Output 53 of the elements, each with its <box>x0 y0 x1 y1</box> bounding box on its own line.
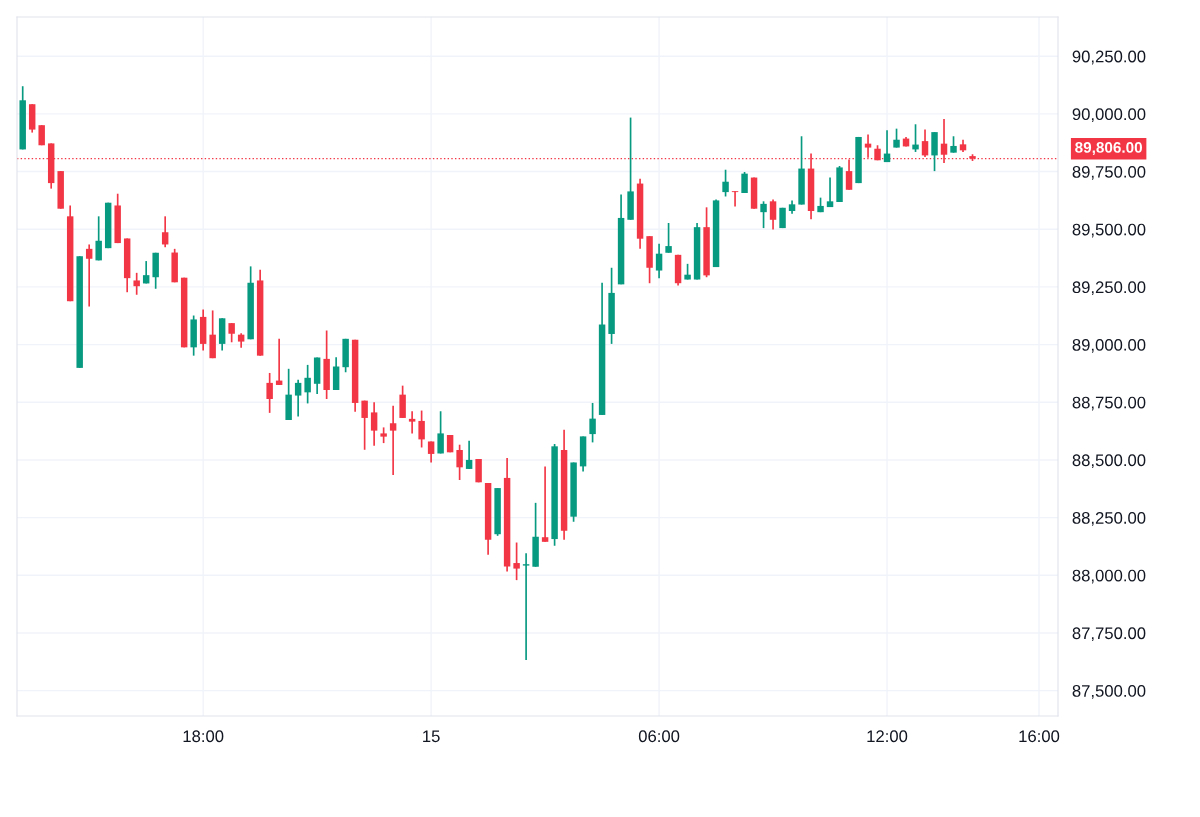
ref-line-label: 89,806.00 <box>1075 142 1143 156</box>
y-tick-label: 90,250.00 <box>1072 50 1146 65</box>
candlestick <box>266 372 273 414</box>
candlestick <box>228 322 235 344</box>
y-tick-label: 88,250.00 <box>1072 512 1146 526</box>
y-tick-label: 88,750.00 <box>1072 396 1146 411</box>
y-tick-label: 89,000.00 <box>1072 338 1146 353</box>
candlestick <box>541 465 549 543</box>
candlestick <box>389 404 397 476</box>
x-tick-label: 12:00 <box>867 730 908 743</box>
y-tick-label: 88,000.00 <box>1072 569 1146 584</box>
candlestick <box>85 243 93 308</box>
candlestick <box>370 401 378 447</box>
x-tick-label: 15 <box>423 730 440 743</box>
y-tick-label: 87,500.00 <box>1072 685 1146 699</box>
candlestick <box>427 440 435 464</box>
candlestick <box>931 131 938 172</box>
candlestick <box>361 399 368 451</box>
candlestick <box>95 215 102 262</box>
y-tick-label: 89,750.00 <box>1072 165 1146 180</box>
candlestick <box>456 443 463 481</box>
candlestick <box>399 384 406 419</box>
y-tick-label: 89,500.00 <box>1072 223 1146 238</box>
candlestick <box>655 242 663 279</box>
candlestick <box>304 364 311 405</box>
y-tick-label: 90,000.00 <box>1072 108 1146 123</box>
candlestick <box>760 200 767 229</box>
candlestick <box>921 128 929 158</box>
candlestick <box>722 168 729 198</box>
candlestick <box>769 198 777 231</box>
candlestick <box>893 127 900 149</box>
x-tick-label: 18:00 <box>183 730 224 743</box>
candlestick <box>418 409 425 449</box>
candlestick <box>437 410 444 455</box>
candlestick <box>133 272 140 296</box>
y-tick-label: 87,750.00 <box>1072 627 1146 642</box>
y-tick-label: 88,500.00 <box>1072 454 1146 469</box>
candlestick <box>826 176 834 208</box>
candlestick <box>408 410 416 435</box>
candlestick <box>912 123 919 153</box>
candlestick <box>731 190 739 208</box>
candlestick <box>665 222 672 254</box>
y-tick-label: 89,250.00 <box>1072 281 1146 296</box>
candlestick <box>589 402 596 444</box>
candlestick <box>522 552 530 661</box>
x-tick-label: 06:00 <box>638 730 680 743</box>
candlestick <box>161 215 169 249</box>
candlestick <box>294 378 302 418</box>
x-tick-label: 16:00 <box>1019 730 1060 743</box>
candlestick <box>209 309 216 360</box>
candlestick <box>513 541 520 581</box>
candlestick <box>465 439 473 470</box>
candlestick <box>332 356 340 391</box>
